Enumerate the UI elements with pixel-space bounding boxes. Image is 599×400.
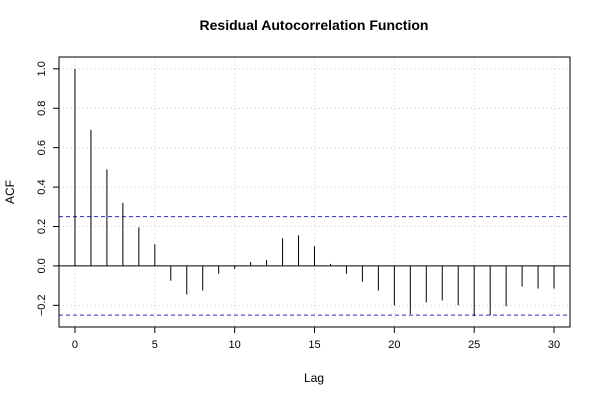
x-tick-label-1: 5 [152, 339, 158, 351]
confidence-bounds [59, 216, 570, 316]
y-tick-label-5: 0.8 [36, 101, 48, 116]
x-tick-label-2: 10 [229, 339, 241, 351]
y-tick-label-2: 0.2 [36, 219, 48, 234]
x-axis-label: Lag [304, 371, 324, 385]
chart-title: Residual Autocorrelation Function [200, 17, 429, 33]
y-tick-label-3: 0.4 [36, 179, 48, 194]
x-tick-label-3: 15 [308, 339, 320, 351]
y-tick-label-0: −0.2 [36, 294, 48, 316]
y-tick-label-1: 0.0 [36, 258, 48, 273]
grid-lines [59, 57, 570, 327]
y-tick-label-6: 1.0 [36, 61, 48, 76]
y-axis: −0.2 0.0 0.2 0.4 0.6 0.8 1.0 [36, 61, 59, 316]
acf-bars [59, 68, 570, 317]
x-axis: 0 5 10 15 20 25 30 [72, 327, 560, 351]
x-tick-label-0: 0 [72, 339, 78, 351]
x-tick-label-5: 25 [468, 339, 480, 351]
x-tick-label-6: 30 [548, 339, 560, 351]
y-tick-label-4: 0.6 [36, 140, 48, 155]
x-tick-label-4: 20 [388, 339, 400, 351]
y-axis-label: ACF [3, 180, 17, 204]
